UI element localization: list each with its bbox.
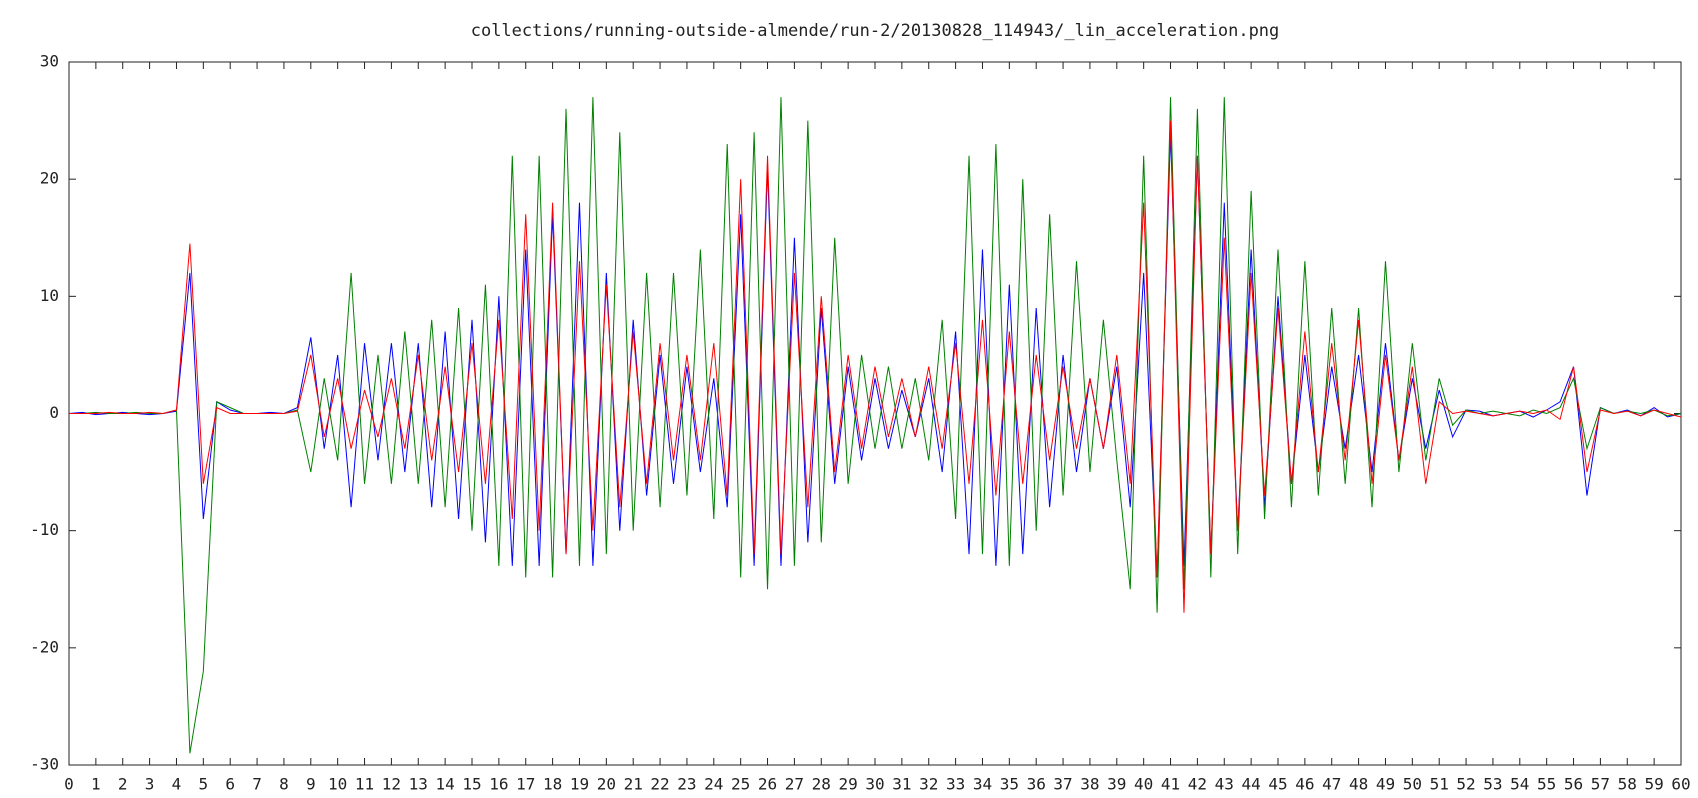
x-tick-label: 53	[1483, 775, 1502, 794]
x-tick-label: 59	[1645, 775, 1664, 794]
y-tick-label: 10	[40, 286, 59, 305]
x-tick-label: 26	[758, 775, 777, 794]
x-tick-label: 13	[409, 775, 428, 794]
x-tick-label: 4	[172, 775, 182, 794]
x-tick-label: 28	[812, 775, 831, 794]
x-tick-label: 56	[1564, 775, 1583, 794]
x-tick-label: 48	[1349, 775, 1368, 794]
x-tick-label: 54	[1510, 775, 1529, 794]
x-tick-label: 25	[731, 775, 750, 794]
x-tick-label: 55	[1537, 775, 1556, 794]
x-tick-label: 50	[1403, 775, 1422, 794]
x-tick-label: 15	[462, 775, 481, 794]
x-tick-label: 39	[1107, 775, 1126, 794]
x-tick-label: 36	[1027, 775, 1046, 794]
x-tick-label: 46	[1295, 775, 1314, 794]
x-tick-label: 31	[892, 775, 911, 794]
x-tick-label: 60	[1671, 775, 1690, 794]
x-tick-label: 12	[382, 775, 401, 794]
x-tick-label: 51	[1430, 775, 1449, 794]
x-tick-label: 37	[1053, 775, 1072, 794]
series-line	[69, 120, 1682, 613]
x-tick-label: 9	[306, 775, 316, 794]
x-tick-label: 1	[91, 775, 101, 794]
x-tick-label: 8	[279, 775, 289, 794]
x-tick-label: 27	[785, 775, 804, 794]
x-tick-label: 35	[1000, 775, 1019, 794]
y-tick-label: -10	[30, 520, 59, 539]
x-tick-label: 10	[328, 775, 347, 794]
x-tick-label: 42	[1188, 775, 1207, 794]
y-tick-label: -30	[30, 755, 59, 774]
x-tick-label: 34	[973, 775, 992, 794]
x-tick-label: 30	[865, 775, 884, 794]
x-tick-label: 3	[145, 775, 155, 794]
x-tick-label: 47	[1322, 775, 1341, 794]
chart-title: collections/running-outside-almende/run-…	[471, 21, 1280, 41]
y-tick-label: -20	[30, 637, 59, 656]
x-tick-label: 0	[64, 775, 74, 794]
x-tick-label: 24	[704, 775, 723, 794]
x-tick-label: 49	[1376, 775, 1395, 794]
x-tick-label: 22	[650, 775, 669, 794]
x-tick-label: 43	[1215, 775, 1234, 794]
x-tick-label: 32	[919, 775, 938, 794]
x-tick-label: 33	[946, 775, 965, 794]
x-tick-label: 16	[489, 775, 508, 794]
x-tick-label: 23	[677, 775, 696, 794]
y-tick-label: 20	[40, 169, 59, 188]
x-tick-label: 45	[1268, 775, 1287, 794]
x-tick-label: 52	[1456, 775, 1475, 794]
x-tick-label: 5	[199, 775, 209, 794]
y-tick-label: 30	[40, 52, 59, 71]
x-tick-label: 29	[839, 775, 858, 794]
x-tick-label: 38	[1080, 775, 1099, 794]
x-tick-label: 18	[543, 775, 562, 794]
x-tick-label: 14	[436, 775, 455, 794]
x-tick-label: 58	[1618, 775, 1637, 794]
x-tick-label: 17	[516, 775, 535, 794]
x-tick-label: 41	[1161, 775, 1180, 794]
plot-frame	[68, 61, 1682, 766]
x-tick-label: 21	[624, 775, 643, 794]
series-line	[68, 132, 1682, 578]
x-tick-label: 7	[252, 775, 262, 794]
x-tick-label: 2	[118, 775, 128, 794]
x-tick-label: 11	[355, 775, 374, 794]
x-tick-label: 44	[1242, 775, 1261, 794]
x-tick-label: 40	[1134, 775, 1153, 794]
x-tick-label: 19	[570, 775, 589, 794]
y-tick-label: 0	[49, 403, 59, 422]
x-tick-label: 57	[1591, 775, 1610, 794]
x-tick-label: 20	[597, 775, 616, 794]
x-tick-label: 6	[225, 775, 235, 794]
series-line	[69, 97, 1682, 754]
